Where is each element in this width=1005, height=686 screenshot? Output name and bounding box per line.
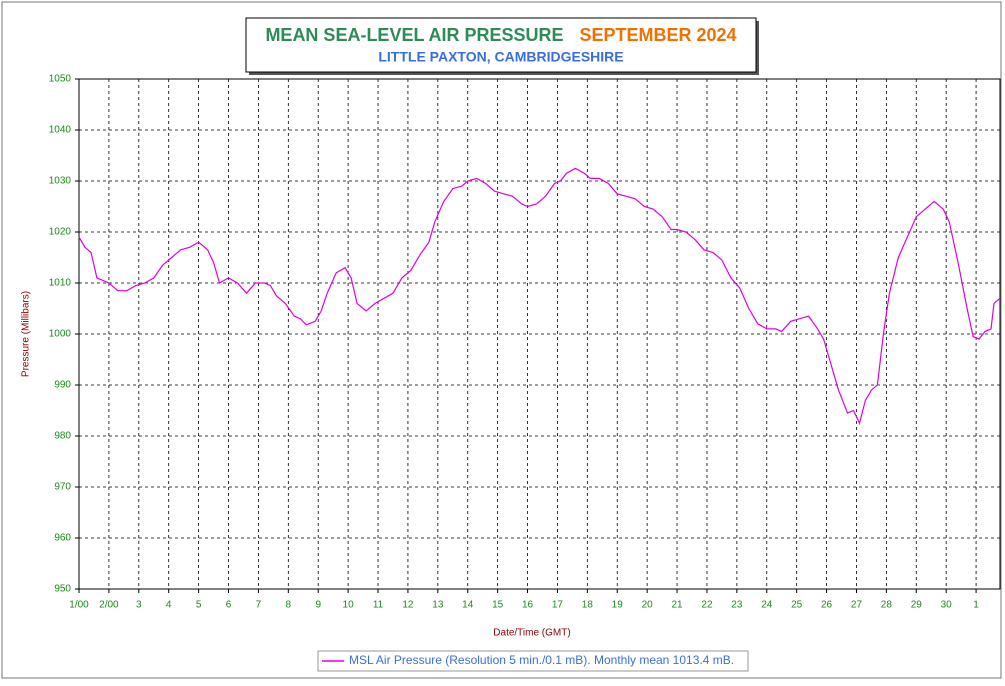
y-tick-label: 1030 [49,176,72,187]
x-tick-label: 26 [821,600,833,611]
legend-label: MSL Air Pressure (Resolution 5 min./0.1 … [349,653,734,667]
x-tick-label: 3 [136,600,142,611]
y-tick-label: 1000 [49,329,72,340]
x-tick-label: 17 [552,600,564,611]
x-tick-label: 11 [373,600,384,611]
title-box [245,17,757,73]
y-tick-label: 970 [54,482,71,493]
x-tick-label: 19 [612,600,624,611]
y-tick-label: 980 [54,431,71,442]
title-main: MEAN SEA-LEVEL AIR PRESSURE [265,25,563,45]
series-line [78,167,1001,426]
y-tick-label: 990 [54,380,71,391]
y-axis-label: Pressure (Millibars) [21,291,32,377]
x-tick-label: 16 [522,600,534,611]
chart-subtitle: LITTLE PAXTON, CAMBRIDGESHIRE [378,49,623,65]
x-tick-label: 14 [462,600,474,611]
x-tick-label: 18 [582,600,594,611]
x-tick-label: 2/00 [99,600,119,611]
x-tick-label: 10 [343,600,355,611]
x-tick-label: 30 [941,600,953,611]
x-tick-label: 7 [256,600,262,611]
plot-area [78,78,1001,590]
y-tick-label: 950 [54,584,71,595]
x-tick-label: 28 [881,600,893,611]
y-tick-label: 1020 [49,227,72,238]
x-axis-label: Date/Time (GMT) [493,628,570,639]
x-tick-label: 24 [761,600,773,611]
x-tick-label: 1 [973,600,979,611]
x-tick-label: 9 [315,600,321,611]
y-tick-label: 1040 [49,125,72,136]
x-tick-label: 4 [166,600,172,611]
legend [317,650,749,672]
x-tick-label: 27 [851,600,863,611]
y-tick-label: 1010 [49,278,72,289]
plot [75,78,1001,593]
x-tick-label: 25 [791,600,803,611]
x-tick-label: 8 [286,600,292,611]
x-tick-label: 13 [432,600,444,611]
chart-title: MEAN SEA-LEVEL AIR PRESSURE SEPTEMBER 202… [265,25,736,45]
x-tick-label: 29 [911,600,923,611]
y-tick-label: 1050 [49,74,72,85]
x-tick-label: 6 [226,600,232,611]
x-tick-label: 12 [402,600,414,611]
x-tick-label: 23 [731,600,743,611]
x-tick-label: 22 [701,600,713,611]
x-tick-label: 1/00 [69,600,89,611]
y-tick-label: 960 [54,533,71,544]
x-tick-label: 15 [492,600,504,611]
title-period: SEPTEMBER 2024 [579,25,736,45]
x-tick-label: 20 [642,600,654,611]
x-tick-label: 21 [671,600,683,611]
x-tick-label: 5 [196,600,202,611]
